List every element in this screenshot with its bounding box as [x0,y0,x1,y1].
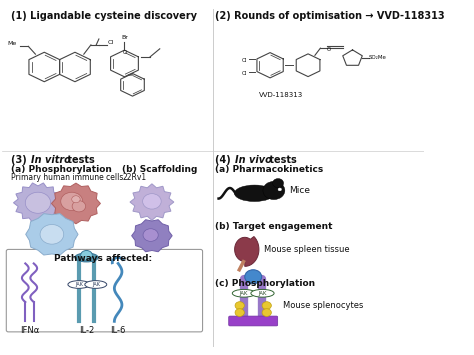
PathPatch shape [130,184,174,220]
PathPatch shape [52,183,100,224]
PathPatch shape [132,220,172,252]
Text: (4): (4) [215,155,234,165]
Text: JAK: JAK [92,282,100,287]
Text: IL-2: IL-2 [79,326,94,334]
Text: 22Rv1: 22Rv1 [122,173,146,182]
PathPatch shape [13,183,63,223]
Circle shape [245,270,262,284]
Circle shape [81,251,92,260]
Text: O: O [327,47,331,52]
Text: Cl: Cl [241,71,246,76]
Circle shape [143,229,158,241]
Text: (2) Rounds of optimisation → VVD-118313: (2) Rounds of optimisation → VVD-118313 [215,11,445,21]
Text: (1) Ligandable cysteine discovery: (1) Ligandable cysteine discovery [10,11,197,21]
Text: JAK: JAK [258,291,267,296]
Ellipse shape [251,289,274,297]
Circle shape [235,302,244,310]
FancyBboxPatch shape [229,316,278,326]
Text: Mouse splenocytes: Mouse splenocytes [283,301,363,310]
Text: Pathways affected:: Pathways affected: [55,254,153,263]
Text: Mice: Mice [289,186,310,195]
Text: JAK: JAK [240,291,248,296]
Text: (b) Scaffolding: (b) Scaffolding [122,165,198,174]
Text: Me: Me [8,42,17,47]
Ellipse shape [85,281,107,288]
Text: JAK: JAK [75,282,83,287]
Circle shape [40,224,64,244]
Circle shape [278,188,282,191]
Ellipse shape [235,185,274,202]
Text: tests: tests [266,155,297,165]
Circle shape [25,192,51,213]
Text: (c) Phosphorylation: (c) Phosphorylation [215,279,315,288]
Text: VVD-118313: VVD-118313 [258,92,303,98]
Circle shape [263,181,285,200]
Polygon shape [235,236,259,266]
Text: IFNα: IFNα [20,326,39,334]
Text: Mouse spleen tissue: Mouse spleen tissue [264,245,349,254]
PathPatch shape [26,214,78,255]
Text: tests: tests [64,155,94,165]
Text: (3): (3) [10,155,30,165]
Text: In vivo: In vivo [236,155,273,165]
Text: Primary human immune cells: Primary human immune cells [10,173,123,182]
Text: O: O [123,50,127,55]
Text: SO₂Me: SO₂Me [369,55,387,60]
Ellipse shape [75,253,98,262]
Circle shape [72,196,80,203]
Text: In vitro: In vitro [31,155,71,165]
Text: Cl: Cl [241,58,246,63]
Ellipse shape [68,281,90,288]
Circle shape [143,193,161,209]
Text: (a) Phosphorylation: (a) Phosphorylation [10,165,111,174]
Text: IL-6: IL-6 [110,326,126,334]
Circle shape [235,309,244,316]
Text: (a) Pharmacokinetics: (a) Pharmacokinetics [215,165,323,174]
Circle shape [262,309,271,316]
Text: Cl: Cl [108,40,114,45]
FancyBboxPatch shape [6,250,202,332]
Text: Br: Br [121,36,128,40]
Circle shape [273,179,283,188]
Ellipse shape [232,289,255,297]
Circle shape [72,201,86,212]
Circle shape [262,302,271,310]
Text: (b) Target engagement: (b) Target engagement [215,222,333,231]
Circle shape [61,192,82,211]
